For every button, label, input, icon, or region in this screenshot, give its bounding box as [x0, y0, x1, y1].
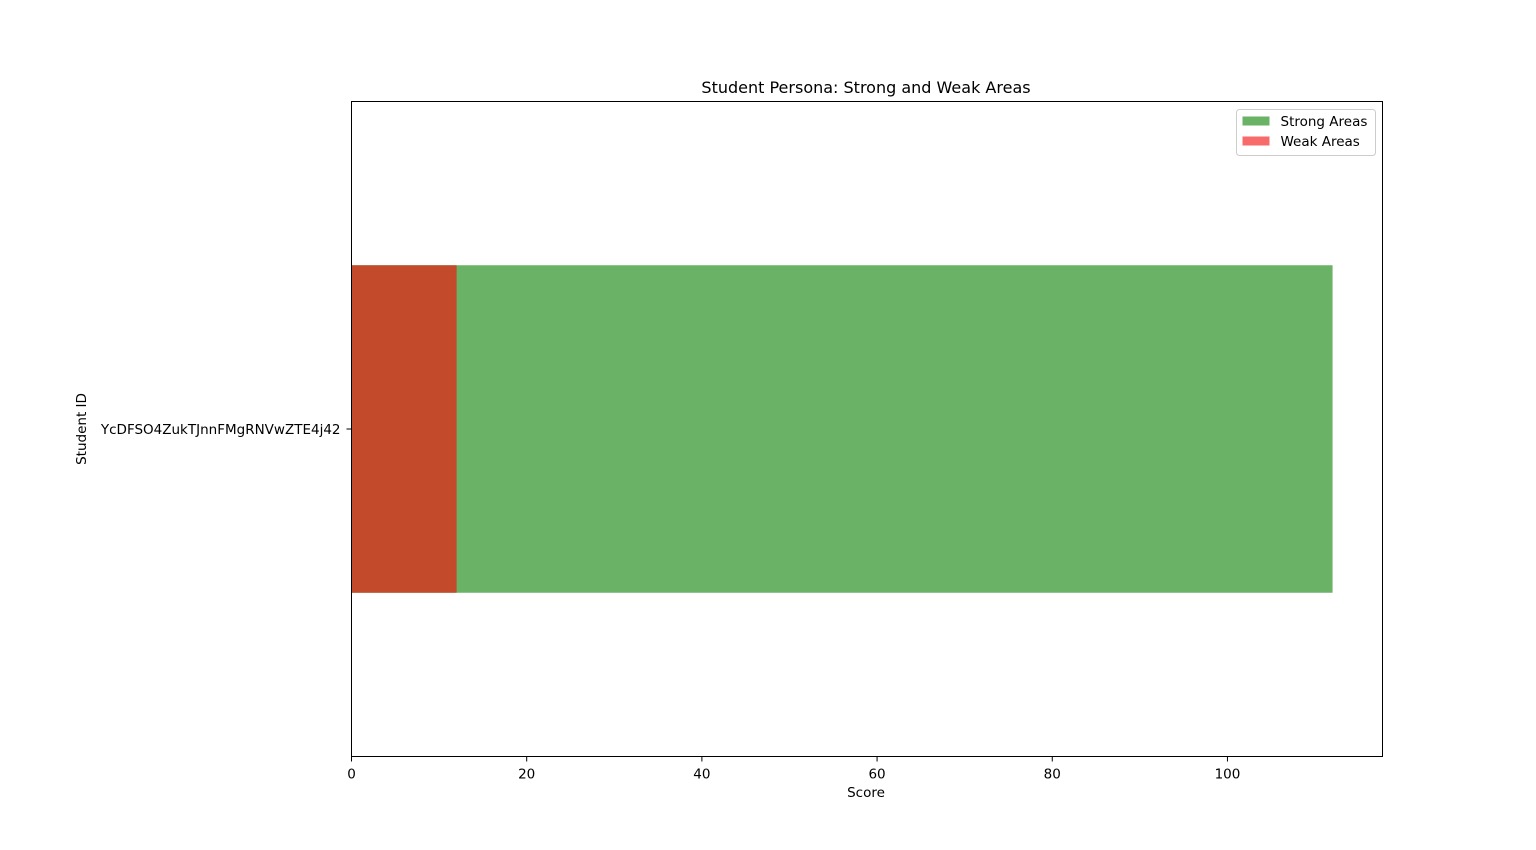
x-tick-label: 40	[693, 767, 710, 783]
bar-weak-areas	[351, 265, 457, 593]
chart-title: Student Persona: Strong and Weak Areas	[701, 78, 1030, 97]
x-tick-label: 0	[347, 767, 356, 783]
legend-label: Weak Areas	[1281, 134, 1360, 150]
x-tick-label: 100	[1215, 767, 1241, 783]
y-axis-label: Student ID	[74, 393, 90, 465]
x-tick-label: 80	[1044, 767, 1061, 783]
y-axis: YcDFSO4ZukTJnnFMgRNVwZTE4j42	[100, 422, 352, 438]
x-tick-label: 20	[518, 767, 535, 783]
bars-layer	[351, 265, 1333, 593]
x-tick-label: 60	[868, 767, 885, 783]
bar-strong-areas	[351, 265, 1333, 593]
legend-box	[1236, 109, 1376, 156]
legend-swatch	[1242, 136, 1270, 146]
legend-label: Strong Areas	[1281, 114, 1368, 130]
x-axis: 0 20 40 60 80 100	[347, 756, 1241, 783]
legend-swatch	[1242, 116, 1270, 126]
legend: Strong Areas Weak Areas	[1236, 109, 1376, 156]
x-axis-label: Score	[847, 785, 885, 801]
y-tick-label: YcDFSO4ZukTJnnFMgRNVwZTE4j42	[100, 422, 341, 438]
